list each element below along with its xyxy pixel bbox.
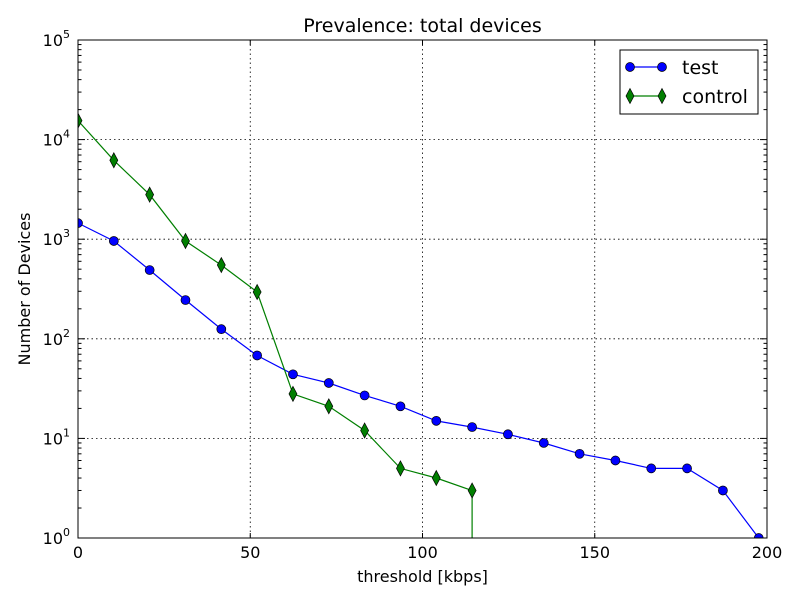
y-tick-label: 104 <box>43 128 70 150</box>
ticks: 0 50 100 150 200 100 101 102 103 104 105 <box>43 28 783 562</box>
data-point-control <box>145 186 155 203</box>
x-tick-label: 200 <box>752 543 783 562</box>
data-point-test <box>323 378 334 388</box>
data-point-test <box>503 429 513 440</box>
legend-item-control: control <box>625 86 748 108</box>
data-point-test <box>718 485 728 496</box>
y-tick-label: 103 <box>43 227 70 249</box>
data-point-control <box>78 112 83 129</box>
data-point-test <box>753 533 764 538</box>
y-tick-label: 101 <box>43 426 70 448</box>
data-point-control <box>181 232 190 250</box>
series-control <box>78 112 477 538</box>
legend-marker-control <box>657 87 667 105</box>
data-point-test <box>467 422 477 432</box>
x-tick-label: 50 <box>240 543 260 562</box>
x-tick-label: 150 <box>579 543 610 562</box>
data-point-control <box>252 283 262 301</box>
data-point-control <box>431 469 441 487</box>
data-point-control <box>216 256 226 274</box>
grid <box>78 40 767 538</box>
series-layer <box>78 112 764 538</box>
data-point-control <box>396 460 405 477</box>
legend-label-control: control <box>682 86 748 108</box>
legend-marker-test <box>657 62 667 72</box>
y-axis-label: Number of Devices <box>15 213 34 366</box>
data-point-test <box>288 369 298 380</box>
chart-title: Prevalence: total devices <box>303 15 541 37</box>
x-tick-label: 0 <box>73 543 83 562</box>
data-point-test <box>574 448 585 459</box>
data-point-test <box>538 438 549 448</box>
data-point-test <box>216 324 227 334</box>
legend-item-test: test <box>625 57 719 79</box>
y-tick-label: 102 <box>43 327 70 349</box>
x-axis-label: threshold [kbps] <box>357 567 488 586</box>
data-point-control <box>109 152 119 169</box>
x-tick-label: 100 <box>407 543 438 562</box>
data-point-control <box>467 482 477 499</box>
data-point-test <box>78 218 83 228</box>
y-tick-label: 100 <box>43 526 70 548</box>
legend-box <box>619 49 759 115</box>
legend-marker-test <box>625 62 635 72</box>
data-point-test <box>144 265 155 275</box>
data-point-control <box>324 398 334 415</box>
data-point-test <box>252 350 262 361</box>
data-point-test <box>646 463 657 474</box>
series-line-test <box>78 222 760 538</box>
data-point-test <box>108 236 119 246</box>
legend-marker-control <box>625 87 635 105</box>
legend: test control <box>619 49 759 115</box>
data-point-control <box>288 385 298 403</box>
legend-label-test: test <box>682 57 719 79</box>
data-point-test <box>180 295 191 305</box>
data-point-test <box>359 390 370 401</box>
y-tick-label: 105 <box>43 28 70 50</box>
data-point-control <box>360 422 370 439</box>
data-point-test <box>610 455 621 466</box>
data-point-test <box>682 463 692 474</box>
data-point-test <box>395 401 406 412</box>
series-test <box>78 218 764 538</box>
data-point-test <box>431 416 442 426</box>
